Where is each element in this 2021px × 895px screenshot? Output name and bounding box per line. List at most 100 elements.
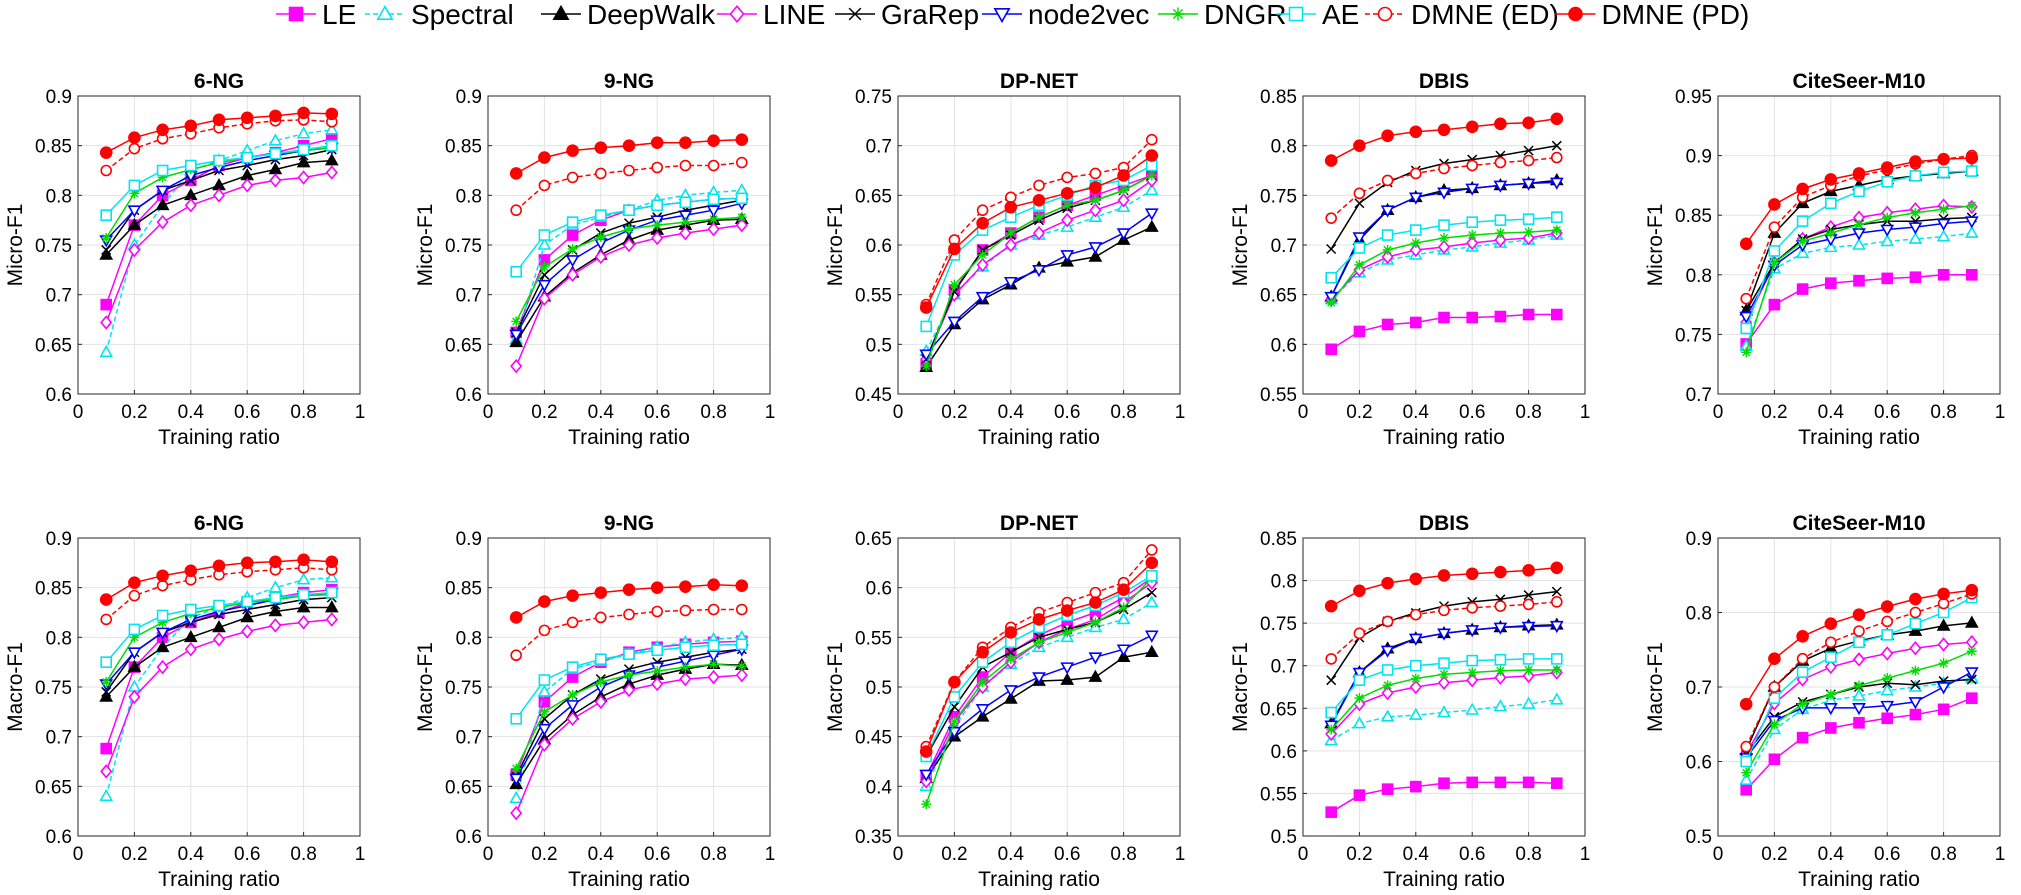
data-point-dmne-pd (1522, 116, 1535, 130)
data-point-ae (920, 320, 933, 333)
data-point-dmne-ed (651, 605, 664, 618)
data-point-deepwalk (268, 604, 283, 617)
y-tick-label: 0.7 (1686, 385, 1712, 406)
legend-label: AE (1322, 0, 1359, 30)
data-point-node2vec (1549, 620, 1564, 634)
data-point-dmne-pd (156, 569, 169, 583)
series-line-spectral (1330, 234, 1557, 301)
data-point-ae (1325, 271, 1337, 284)
data-point-dmne-pd (128, 131, 141, 145)
series-dmne-pd (509, 133, 749, 180)
x-tick-label: 0 (893, 844, 904, 865)
data-point-spectral (1908, 231, 1923, 244)
data-point-node2vec (1352, 232, 1367, 245)
panel-6-ng-macro-f1: 0 0.2 0.4 0.6 0.8 1 0.6 0.65 0.7 0.75 0.8 0.85 0.9 6-… (4, 512, 365, 891)
data-point-dmne-pd (1145, 556, 1159, 570)
legend-label: DMNE (ED) (1411, 0, 1559, 30)
data-point-dmne-pd (1909, 155, 1922, 168)
data-point-dmne-pd (919, 301, 933, 314)
data-point-line (976, 257, 989, 273)
x-tick-label: 0 (1298, 844, 1309, 865)
data-point-dmne-pd (1796, 182, 1809, 196)
series-dngr (1741, 200, 1977, 358)
data-point-dngr (567, 243, 578, 254)
data-point-dmne-pd (1824, 173, 1838, 186)
data-point-deepwalk (1144, 644, 1159, 658)
data-point-dmne-pd (1060, 187, 1074, 200)
y-tick-label: 0.8 (456, 186, 482, 207)
data-point-line (1381, 249, 1394, 265)
panel-dp-net-micro-f1: 0 0.2 0.4 0.6 0.8 1 0.45 0.5 0.55 0.6 0.65 0.7 0.75 D… (824, 70, 1185, 449)
data-point-dngr (101, 677, 112, 688)
series-ae (510, 638, 748, 725)
data-point-ae (1381, 229, 1394, 241)
data-point-node2vec (1908, 222, 1923, 235)
data-point-spectral (1408, 707, 1423, 720)
data-point-spectral (1144, 182, 1159, 196)
data-point-node2vec (706, 650, 721, 663)
data-point-ae (156, 164, 169, 177)
x-tick-label: 0 (483, 844, 494, 865)
data-point-node2vec (678, 210, 693, 223)
data-point-spectral (1823, 240, 1838, 253)
data-point-line (1466, 672, 1479, 688)
data-point-line (1909, 641, 1922, 656)
data-point-ae (156, 609, 169, 622)
data-point-dngr (1034, 637, 1044, 648)
y-tick-label: 0.55 (1260, 784, 1297, 805)
x-tick-label: 0.4 (998, 844, 1025, 865)
data-point-ae (128, 623, 141, 636)
panel-6-ng-micro-f1: 0 0.2 0.4 0.6 0.8 1 0.6 0.65 0.7 0.75 0.8 0.85 0.9 6-… (4, 70, 365, 449)
data-point-line (679, 671, 692, 687)
data-point-le (1551, 308, 1563, 321)
data-point-dngr (1938, 204, 1949, 215)
y-tick-label: 0.6 (46, 385, 72, 406)
y-tick-label: 0.9 (456, 87, 482, 108)
data-point-dngr (1797, 699, 1808, 710)
data-point-dngr (1410, 673, 1421, 684)
data-point-line (212, 632, 226, 647)
data-point-ae (1881, 176, 1893, 188)
data-point-le (1853, 274, 1865, 287)
data-point-line (1881, 646, 1894, 661)
data-point-dmne-ed (679, 604, 692, 617)
y-tick-label: 0.5 (866, 335, 892, 356)
x-tick-label: 0.8 (1110, 844, 1136, 865)
x-tick-label: 0.2 (1761, 844, 1787, 865)
data-point-line (325, 165, 338, 180)
data-point-dmne-ed (1438, 162, 1450, 175)
data-point-dmne-ed (128, 142, 141, 155)
data-point-dmne-pd (707, 134, 720, 147)
data-point-ae (1909, 170, 1922, 182)
data-point-le (566, 229, 579, 241)
data-point-dngr (1523, 664, 1534, 675)
x-tick-label: 0.2 (531, 402, 557, 423)
data-point-dngr (129, 188, 140, 199)
data-point-dmne-ed (100, 613, 112, 626)
data-point-dngr (1938, 658, 1949, 669)
data-point-dmne-pd (566, 144, 579, 157)
data-point-ae (325, 586, 338, 599)
data-point-le (1325, 806, 1337, 818)
x-tick-label: 0.8 (1930, 844, 1956, 865)
data-point-line (566, 267, 579, 283)
y-tick-label: 0.65 (35, 777, 72, 798)
panel-title: DBIS (1419, 512, 1469, 535)
data-point-line (538, 737, 551, 752)
y-tick-label: 0.85 (1260, 87, 1297, 108)
x-tick-label: 1 (765, 844, 776, 865)
data-point-line (1437, 239, 1451, 255)
data-point-dmne-pd (1089, 596, 1102, 609)
data-point-dmne-pd (538, 151, 551, 164)
data-point-ae (213, 154, 225, 167)
data-point-line (1032, 225, 1046, 241)
data-point-dmne-pd (1381, 576, 1394, 590)
legend-marker-dngr (1171, 7, 1185, 21)
data-point-node2vec (1003, 685, 1018, 698)
data-point-dmne-pd (948, 242, 961, 256)
data-point-ae (1381, 664, 1394, 676)
data-point-spectral (268, 133, 283, 146)
data-point-dmne-ed (651, 161, 664, 174)
x-axis-label: Training ratio (568, 868, 690, 890)
y-axis-label: Micro-F1 (1229, 204, 1252, 287)
